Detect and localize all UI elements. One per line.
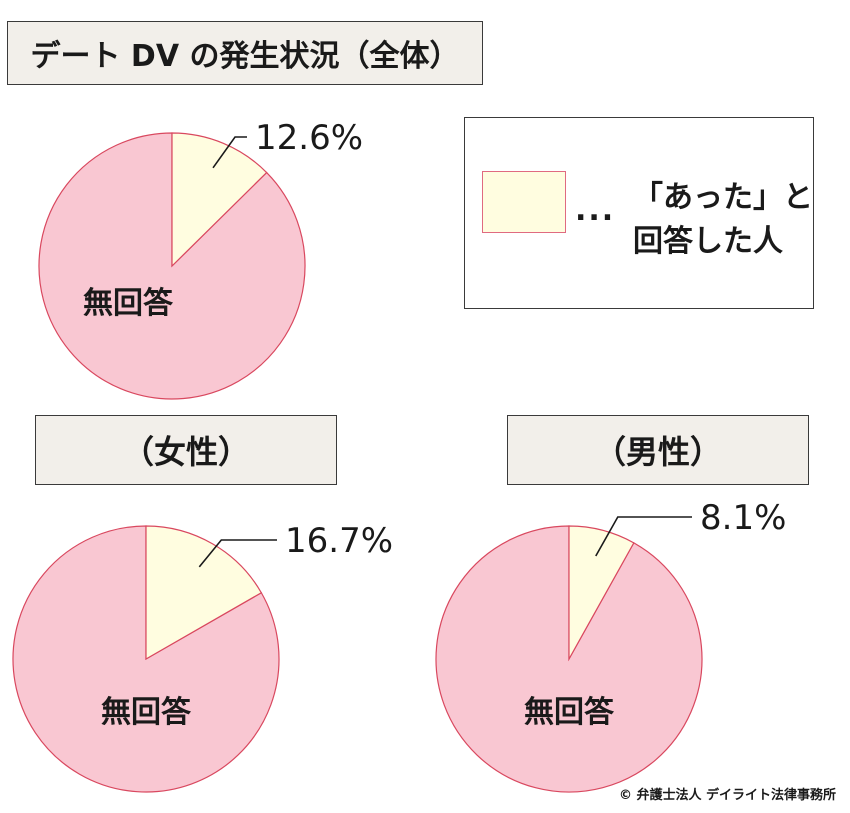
overall-leader-line [212, 136, 247, 169]
copyright: © 弁護士法人 デイライト法律事務所 [618, 788, 836, 803]
legend-swatch [482, 171, 566, 233]
legend-label-line1: 「あった」と [633, 180, 813, 215]
female-slice-yes [145, 525, 263, 661]
legend-label: 「あった」と 回答した人 [633, 176, 813, 264]
legend-label-line2: 回答した人 [633, 224, 783, 259]
male-title: （男性） [507, 415, 809, 485]
overall-value-label: 12.6% [255, 118, 363, 158]
female-value-label: 16.7% [285, 521, 393, 561]
overall-slice-yes [171, 132, 268, 268]
overall-slice-no-answer [38, 132, 306, 400]
overall-no-answer-label: 無回答 [83, 286, 174, 321]
female-no-answer-label: 無回答 [101, 695, 192, 730]
male-no-answer-label: 無回答 [524, 695, 615, 730]
female-leader-line [198, 539, 277, 568]
male-slice-yes [568, 525, 635, 662]
female-title: （女性） [35, 415, 337, 485]
main-title: デート DV の発生状況（全体） [7, 21, 483, 85]
legend: ... 「あった」と 回答した人 [464, 117, 814, 309]
male-value-label: 8.1% [700, 498, 786, 538]
legend-dots: ... [575, 193, 616, 228]
male-leader-line [595, 516, 692, 557]
